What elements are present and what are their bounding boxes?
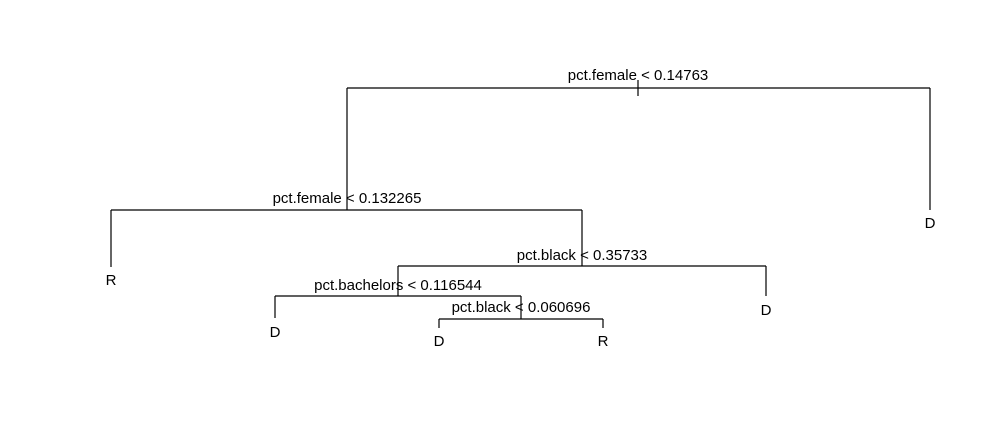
split-label-left1: pct.female < 0.132265 [273,190,422,207]
split-node-right2: pct.black < 0.35733 [397,247,767,296]
split-node-left1: pct.female < 0.132265 [110,190,583,267]
split-label-right2: pct.black < 0.35733 [517,247,648,264]
leaf-label-root-right: D [925,215,936,232]
split-label-right4: pct.black < 0.060696 [452,299,591,316]
leaf-label-left1-left: R [106,272,117,289]
leaf-label-left3-left: D [270,324,281,341]
leaf-label-right4-right: R [598,333,609,350]
leaf-label-right2-right: D [761,302,772,319]
split-node-root: pct.female < 0.14763 [346,67,931,210]
split-node-right4: pct.black < 0.060696 [438,299,604,328]
split-label-root: pct.female < 0.14763 [568,67,709,84]
split-label-left3: pct.bachelors < 0.116544 [314,277,482,294]
split-node-left3: pct.bachelors < 0.116544 [274,277,522,319]
leaf-label-right4-left: D [434,333,445,350]
